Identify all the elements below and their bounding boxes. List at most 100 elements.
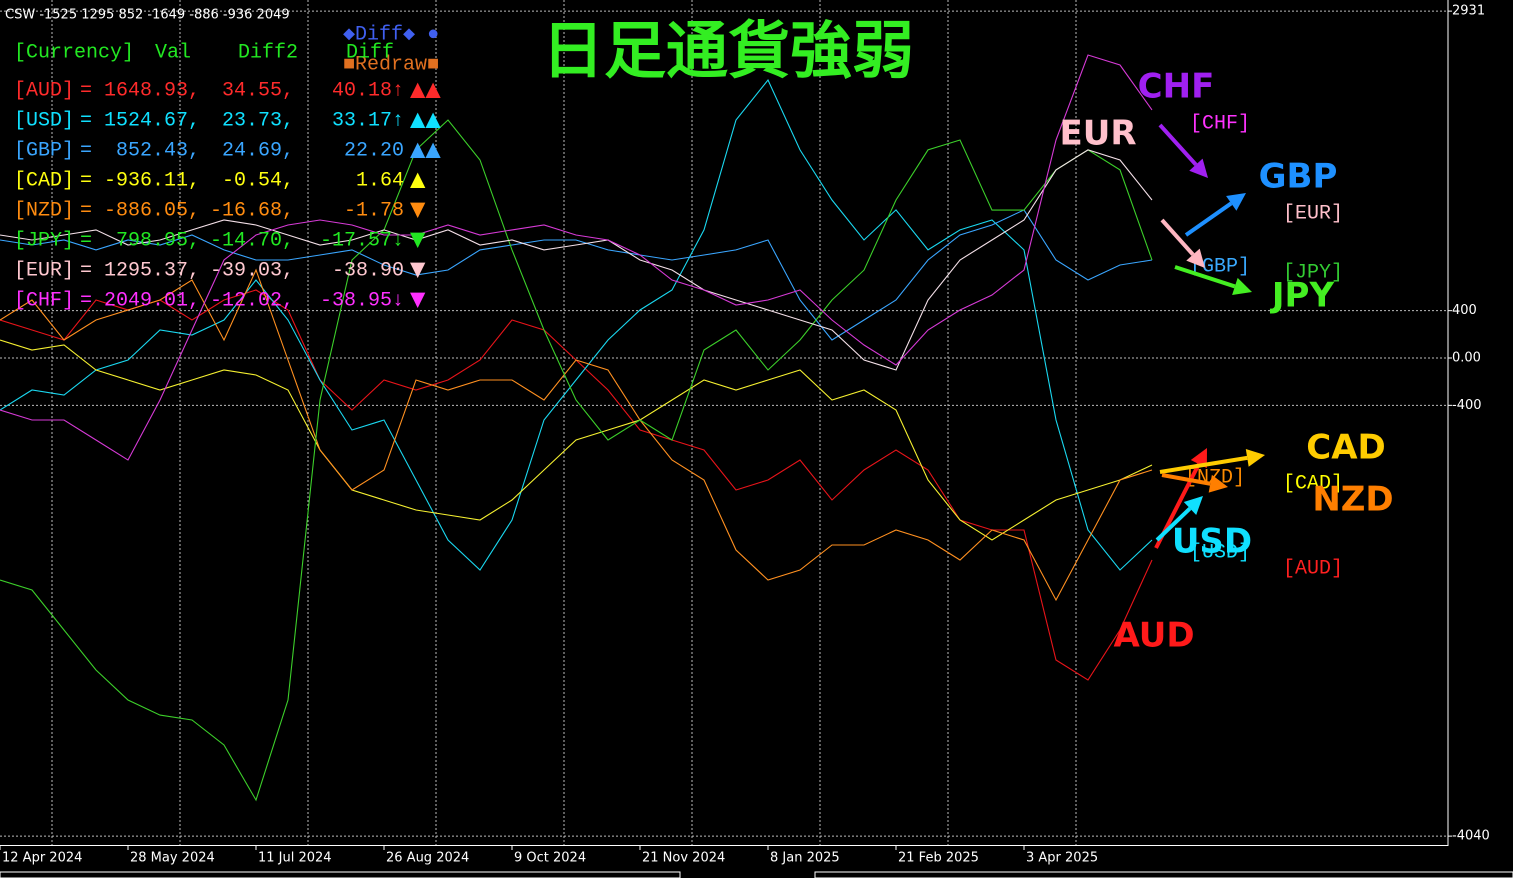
series-line <box>0 209 1153 341</box>
series-line <box>0 78 1153 571</box>
currency-label: CHF <box>1138 67 1215 107</box>
diff2-cell: 23.73, <box>222 109 294 132</box>
diff-cell: -38.95↓ <box>320 289 404 312</box>
val-cell: = 1524.67, <box>80 109 200 132</box>
diff2-cell: 24.69, <box>222 139 294 162</box>
val-cell: = 852.43, <box>80 139 200 162</box>
annotations: [AUD][USD][GBP][CAD][NZD][JPY][EUR][CHF]… <box>1059 67 1393 656</box>
y-tick-label: -400 <box>1452 398 1482 413</box>
arrow <box>1160 218 1195 256</box>
tag-label: [EUR] <box>1283 202 1343 225</box>
val-cell: = 1648.93, <box>80 79 200 102</box>
tag-label: [CAD] <box>1283 472 1343 495</box>
val-cell: = 798.95, <box>80 229 200 252</box>
table-header: Diff <box>346 41 394 64</box>
currency-label: USD <box>1172 522 1252 562</box>
arrow-head <box>1232 277 1252 296</box>
redraw-button[interactable]: ■Redraw■ <box>343 53 439 76</box>
arrow-head <box>1186 248 1205 268</box>
series-line <box>0 54 1153 461</box>
tag-label: [USD] <box>1190 541 1250 564</box>
x-tick-label: 28 May 2024 <box>130 851 215 866</box>
currency-label: JPY <box>1270 276 1335 316</box>
diff-cell: 1.64 <box>356 169 404 192</box>
scrollbar <box>0 871 681 878</box>
chart-title: 日足通貨強弱 <box>542 14 914 87</box>
y-tick-label: 0.00 <box>1452 351 1481 366</box>
grid: 2931 400 0.00 -400 -4040 12 Apr 2024 28 May 20… <box>0 0 1490 866</box>
series-line <box>0 339 1153 541</box>
currency-label: CAD <box>1306 428 1386 468</box>
arrow-head <box>1245 448 1265 467</box>
x-tick-label: 26 Aug 2024 <box>386 851 469 866</box>
y-tick-label: 400 <box>1452 303 1477 318</box>
currency-cell: [NZD] <box>14 199 74 222</box>
diff2-cell: 34.55, <box>222 79 294 102</box>
series-line <box>0 149 1153 371</box>
diff2-cell: -39.03, <box>210 259 294 282</box>
y-tick-label: 2931 <box>1452 4 1485 19</box>
currency-cell: [AUD] <box>14 79 74 102</box>
currency-cell: [EUR] <box>14 259 74 282</box>
arrow <box>1184 201 1233 237</box>
table-header: Val <box>155 41 191 64</box>
arrow <box>1158 123 1198 167</box>
diff-cell: -38.90 <box>332 259 404 282</box>
diff-cell: -1.78 <box>344 199 404 222</box>
diff2-cell: -16.68, <box>210 199 294 222</box>
x-tick-label: 3 Apr 2025 <box>1026 851 1098 866</box>
arrow <box>1174 265 1236 289</box>
diff-cell: 22.20 <box>344 139 404 162</box>
series-line <box>0 268 1153 602</box>
currency-label: AUD <box>1113 616 1194 656</box>
val-cell: = -886.05, <box>80 199 200 222</box>
signal: ▲▲ <box>410 107 441 131</box>
arrow <box>1155 506 1192 542</box>
diff-cell: -17.57↓ <box>320 229 404 252</box>
x-tick-label: 11 Jul 2024 <box>258 851 332 866</box>
currency-cell: [CAD] <box>14 169 74 192</box>
diff2-cell: -0.54, <box>222 169 294 192</box>
signal: ▼ <box>410 257 426 281</box>
currency-label: EUR <box>1059 114 1136 154</box>
currency-cell: [USD] <box>14 109 74 132</box>
currency-cell: [CHF] <box>14 289 74 312</box>
diff-cell: 40.18↑ <box>332 79 404 102</box>
signal: ▼ <box>410 227 426 251</box>
lines <box>0 54 1153 802</box>
currency-cell: [JPY] <box>14 229 74 252</box>
val-cell: = 1295.37, <box>80 259 200 282</box>
tag-label: [GBP] <box>1190 255 1250 278</box>
x-tick-label: 21 Nov 2024 <box>642 851 725 866</box>
diff-cell: 33.17↑ <box>332 109 404 132</box>
val-cell: = -936.11, <box>80 169 200 192</box>
diff-button[interactable]: ◆Diff◆ ● <box>343 23 439 46</box>
tag-label: [CHF] <box>1190 112 1250 135</box>
val-cell: = 2049.01, <box>80 289 200 312</box>
arrow <box>1159 455 1248 474</box>
x-tick-label: 12 Apr 2024 <box>2 851 82 866</box>
table-header: [Currency] <box>14 41 134 64</box>
strength-table: [Currency] Val Diff2 Diff [AUD] = 1648.93, 34.… <box>14 41 441 312</box>
signal: ▲▲ <box>410 77 441 101</box>
y-tick-label: -4040 <box>1452 829 1490 844</box>
tag-label: [JPY] <box>1283 261 1343 284</box>
arrow <box>1161 473 1211 486</box>
x-tick-label: 8 Jan 2025 <box>770 851 840 866</box>
table-header: Diff2 <box>238 41 298 64</box>
signal: ▼ <box>410 197 426 221</box>
signal: ▲▲ <box>410 137 441 161</box>
arrow-head <box>1189 158 1208 178</box>
arrow-head <box>1183 496 1203 515</box>
arrow-head <box>1208 474 1228 493</box>
currency-label: GBP <box>1259 157 1338 197</box>
diff2-cell: -12.02, <box>210 289 294 312</box>
arrow-head <box>1226 193 1246 211</box>
signal: ▼ <box>410 287 426 311</box>
currency-cell: [GBP] <box>14 139 74 162</box>
series-line <box>0 119 1153 802</box>
indicator-label: CSW -1525 1295 852 -1649 -886 -936 2049 <box>5 8 290 23</box>
